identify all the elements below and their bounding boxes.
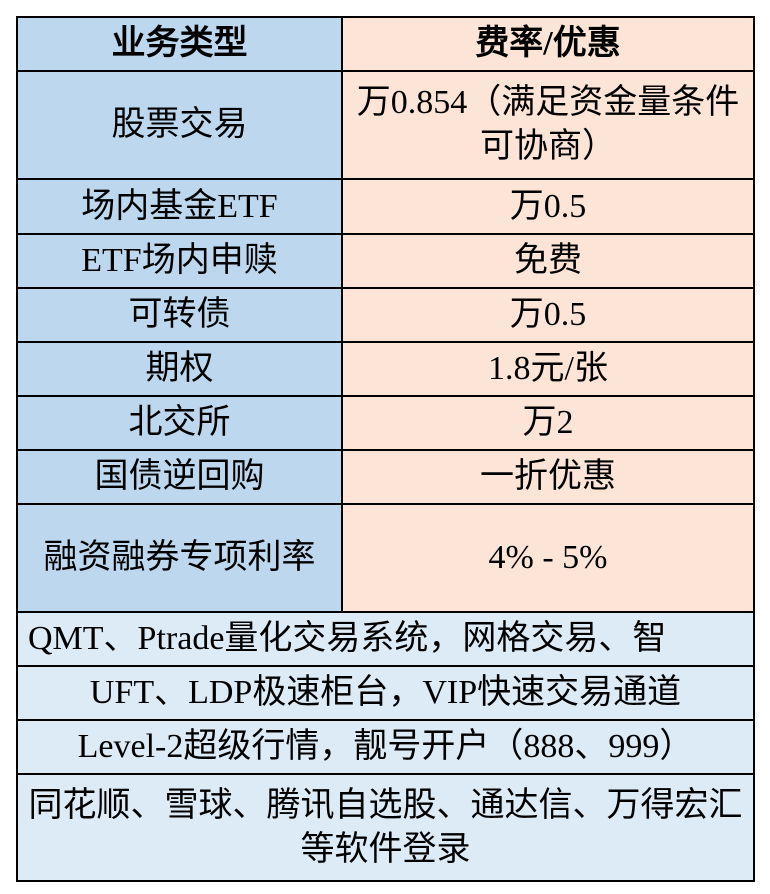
table-row: 国债逆回购 一折优惠 bbox=[16, 449, 755, 505]
feature-row: UFT、LDP极速柜台，VIP快速交易通道 bbox=[16, 665, 755, 721]
header-fee: 费率/优惠 bbox=[341, 16, 755, 72]
table-row: 北交所 万2 bbox=[16, 395, 755, 451]
table-header: 业务类型 费率/优惠 bbox=[16, 16, 755, 72]
feature-quant: QMT、Ptrade量化交易系统，网格交易、智 bbox=[16, 611, 755, 667]
row-type: 期权 bbox=[16, 341, 343, 397]
row-type: 融资融券专项利率 bbox=[16, 503, 343, 613]
table-row: 场内基金ETF 万0.5 bbox=[16, 178, 755, 235]
row-type: 北交所 bbox=[16, 395, 343, 451]
table-row: ETF场内申赎 免费 bbox=[16, 233, 755, 289]
row-fee: 一折优惠 bbox=[341, 449, 755, 505]
row-fee: 万0.5 bbox=[341, 287, 755, 343]
fee-table: 业务类型 费率/优惠 股票交易 万0.854（满足资金量条件可协商） 场内基金E… bbox=[16, 16, 755, 882]
feature-fast-trading: UFT、LDP极速柜台，VIP快速交易通道 bbox=[16, 665, 755, 721]
table-row: 融资融券专项利率 4% - 5% bbox=[16, 503, 755, 613]
row-type: 可转债 bbox=[16, 287, 343, 343]
row-fee: 4% - 5% bbox=[341, 503, 755, 613]
table-row: 期权 1.8元/张 bbox=[16, 341, 755, 397]
table-row: 股票交易 万0.854（满足资金量条件可协商） bbox=[16, 70, 755, 180]
feature-software-login: 同花顺、雪球、腾讯自选股、通达信、万得宏汇等软件登录 bbox=[16, 773, 755, 882]
row-type: ETF场内申赎 bbox=[16, 233, 343, 289]
row-fee: 万0.5 bbox=[341, 178, 755, 235]
table-row: 可转债 万0.5 bbox=[16, 287, 755, 343]
row-fee: 免费 bbox=[341, 233, 755, 289]
row-fee: 万0.854（满足资金量条件可协商） bbox=[341, 70, 755, 180]
row-fee: 1.8元/张 bbox=[341, 341, 755, 397]
row-type: 国债逆回购 bbox=[16, 449, 343, 505]
feature-level2: Level-2超级行情，靓号开户（888、999） bbox=[16, 719, 755, 775]
feature-row: 同花顺、雪球、腾讯自选股、通达信、万得宏汇等软件登录 bbox=[16, 773, 755, 882]
row-type: 场内基金ETF bbox=[16, 178, 343, 235]
row-type: 股票交易 bbox=[16, 70, 343, 180]
feature-row: Level-2超级行情，靓号开户（888、999） bbox=[16, 719, 755, 775]
header-business-type: 业务类型 bbox=[16, 16, 343, 72]
feature-row: QMT、Ptrade量化交易系统，网格交易、智 bbox=[16, 611, 755, 667]
row-fee: 万2 bbox=[341, 395, 755, 451]
